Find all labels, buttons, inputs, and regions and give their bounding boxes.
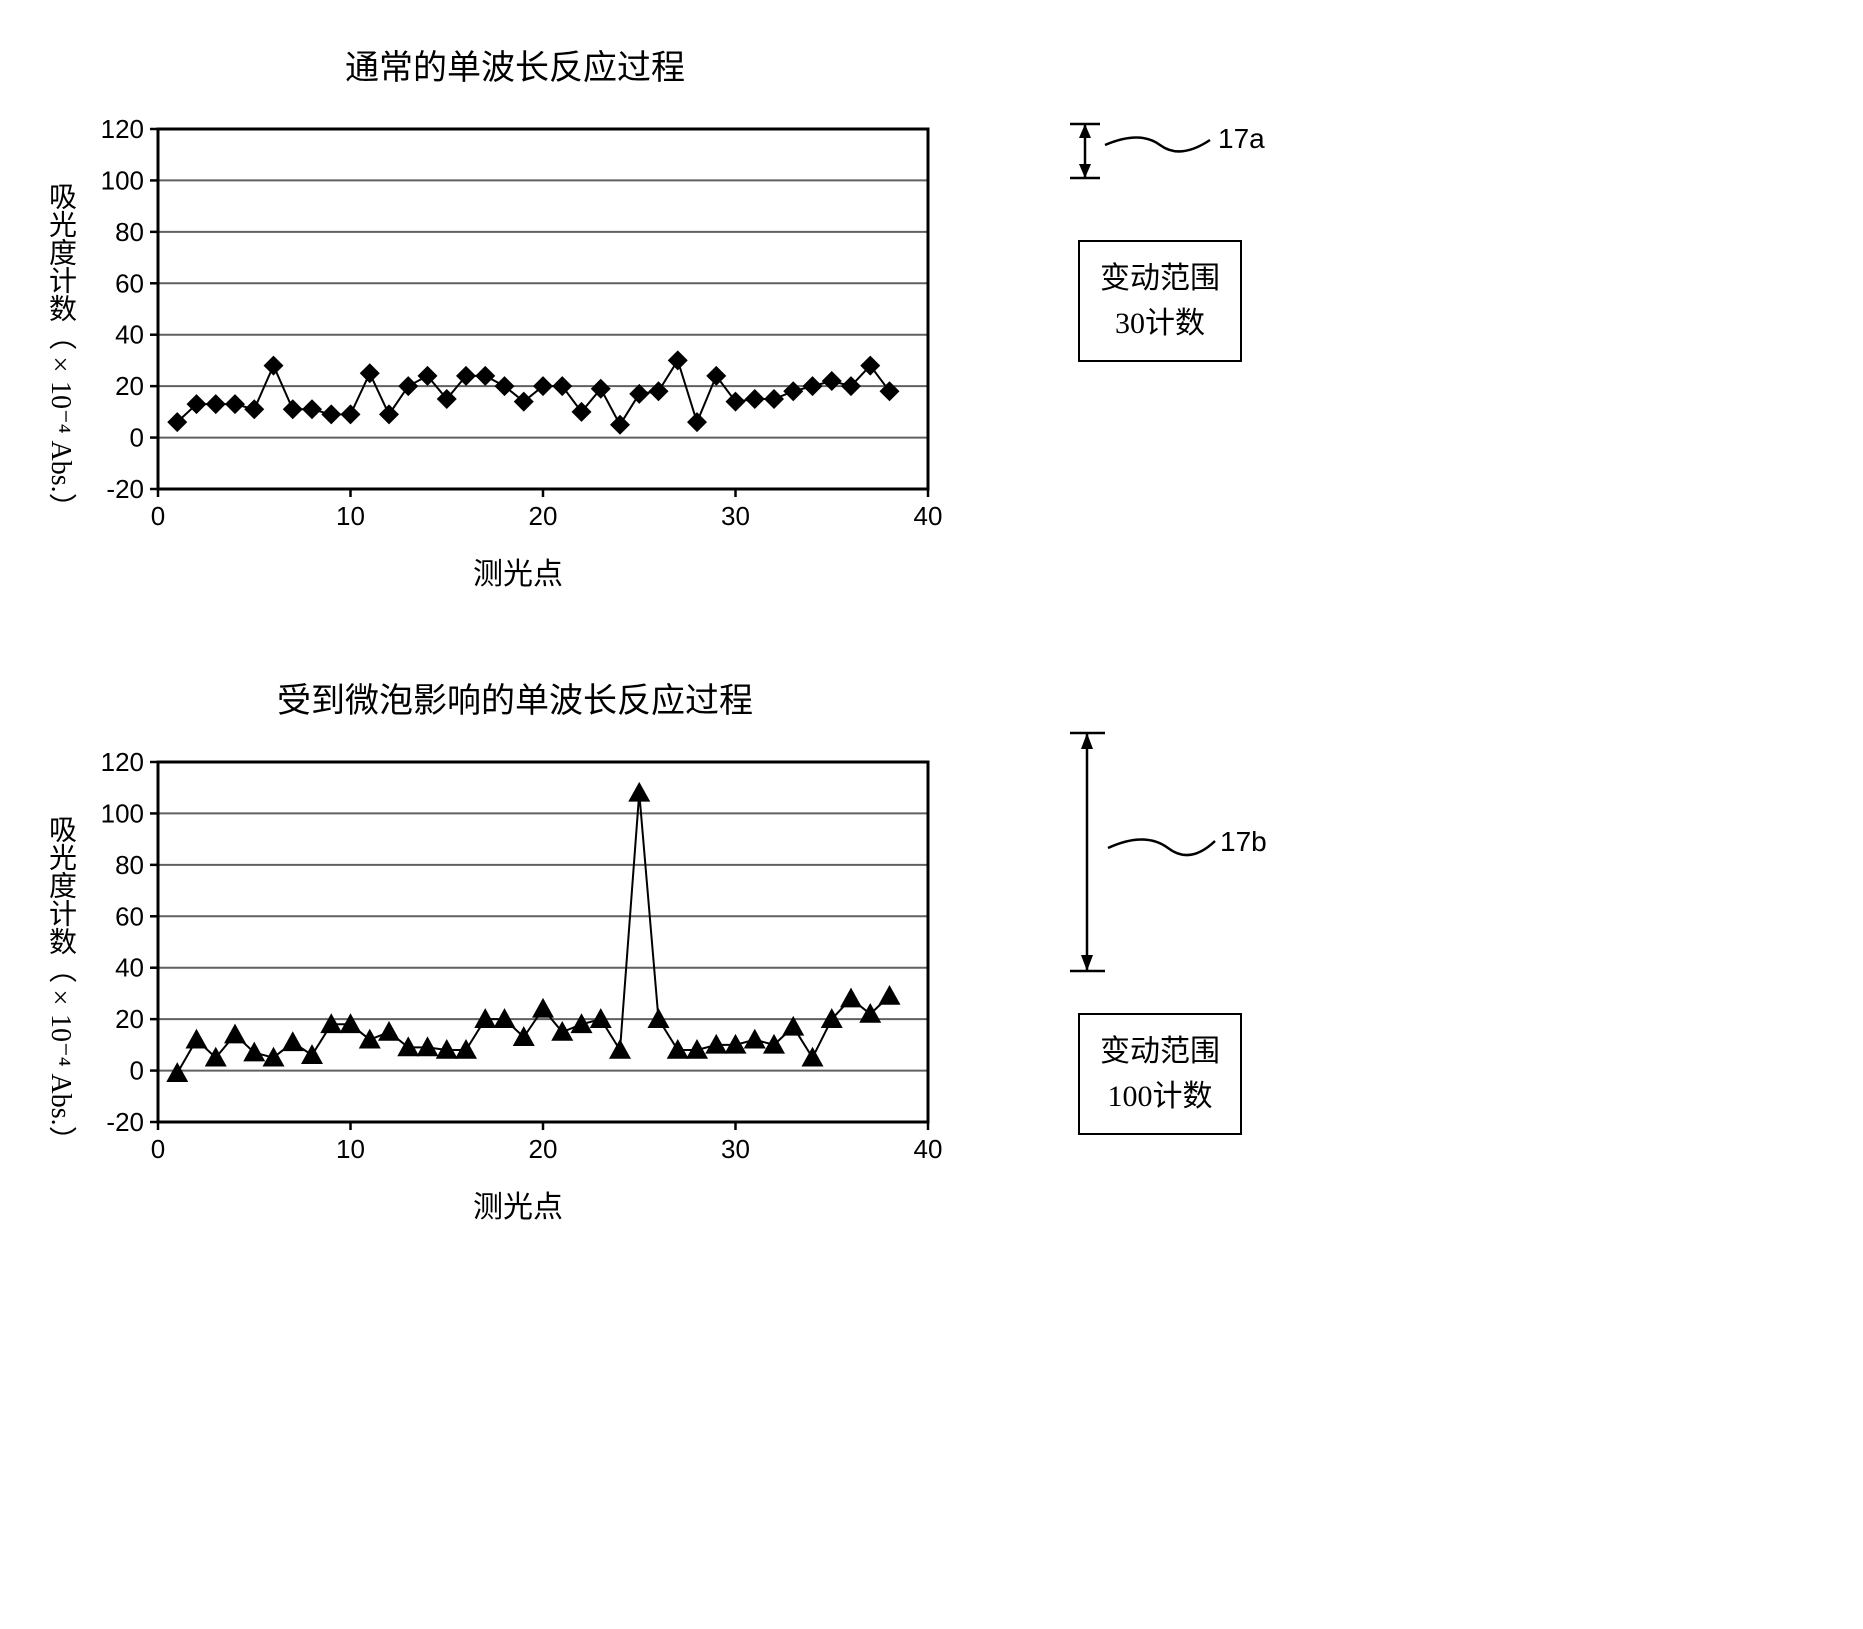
svg-text:20: 20	[529, 501, 558, 531]
chart-2-arrow-svg: 17b	[1050, 713, 1270, 993]
chart-2-svg: -20020406080100120010203040	[88, 742, 948, 1172]
svg-text:30: 30	[721, 1134, 750, 1164]
chart-1-range-arrow: 17a	[1050, 100, 1270, 220]
chart-1-svg: -20020406080100120010203040	[88, 109, 948, 539]
svg-text:0: 0	[151, 501, 165, 531]
svg-text:120: 120	[101, 114, 144, 144]
svg-text:10: 10	[336, 1134, 365, 1164]
svg-text:100: 100	[101, 798, 144, 828]
chart-2-container: 受到微泡影响的单波长反应过程 吸光度计数（×10⁻⁴ Abs.） -200204…	[40, 673, 1823, 1226]
svg-text:0: 0	[130, 423, 144, 453]
svg-text:0: 0	[130, 1056, 144, 1086]
chart-2-area: 吸光度计数（×10⁻⁴ Abs.） -200204060801001200102…	[40, 742, 990, 1226]
svg-text:100: 100	[101, 165, 144, 195]
svg-text:40: 40	[115, 320, 144, 350]
svg-text:80: 80	[115, 850, 144, 880]
chart-2-xlabel: 测光点	[88, 1182, 948, 1226]
svg-text:40: 40	[115, 953, 144, 983]
chart-1-anno-label: 17a	[1218, 123, 1265, 154]
svg-text:20: 20	[115, 1004, 144, 1034]
chart-2-range-line2: 100计数	[1108, 1080, 1213, 1113]
chart-1-range-line2: 30计数	[1115, 307, 1205, 340]
chart-1-arrow-svg: 17a	[1050, 100, 1270, 220]
svg-text:60: 60	[115, 268, 144, 298]
chart-2-ylabel: 吸光度计数（×10⁻⁴ Abs.）	[40, 742, 88, 1226]
chart-1-xlabel: 测光点	[88, 549, 948, 593]
svg-text:10: 10	[336, 501, 365, 531]
chart-1-ylabel: 吸光度计数（×10⁻⁴ Abs.）	[40, 109, 88, 593]
chart-1-range-line1: 变动范围	[1100, 262, 1220, 295]
chart-1-range-box: 变动范围 30计数	[1078, 240, 1242, 362]
svg-text:20: 20	[115, 371, 144, 401]
svg-text:80: 80	[115, 217, 144, 247]
chart-1-container: 通常的单波长反应过程 吸光度计数（×10⁻⁴ Abs.） -2002040608…	[40, 40, 1823, 593]
chart-1-title: 通常的单波长反应过程	[40, 40, 990, 89]
chart-1-side: 17a 变动范围 30计数	[1050, 40, 1270, 362]
svg-text:0: 0	[151, 1134, 165, 1164]
chart-1-area: 吸光度计数（×10⁻⁴ Abs.） -200204060801001200102…	[40, 109, 990, 593]
svg-text:-20: -20	[106, 1107, 144, 1137]
svg-text:-20: -20	[106, 474, 144, 504]
chart-2-title: 受到微泡影响的单波长反应过程	[40, 673, 990, 722]
svg-text:30: 30	[721, 501, 750, 531]
chart-2-main: 受到微泡影响的单波长反应过程 吸光度计数（×10⁻⁴ Abs.） -200204…	[40, 673, 990, 1226]
chart-2-side: 17b 变动范围 100计数	[1050, 673, 1270, 1135]
svg-text:40: 40	[914, 501, 943, 531]
svg-text:40: 40	[914, 1134, 943, 1164]
svg-text:120: 120	[101, 747, 144, 777]
chart-2-range-box: 变动范围 100计数	[1078, 1013, 1242, 1135]
chart-1-main: 通常的单波长反应过程 吸光度计数（×10⁻⁴ Abs.） -2002040608…	[40, 40, 990, 593]
chart-1-plot-wrapper: -20020406080100120010203040 测光点	[88, 109, 948, 593]
chart-2-anno-label: 17b	[1220, 826, 1267, 857]
svg-text:20: 20	[529, 1134, 558, 1164]
chart-2-plot-wrapper: -20020406080100120010203040 测光点	[88, 742, 948, 1226]
chart-2-range-arrow: 17b	[1050, 713, 1270, 993]
chart-2-range-line1: 变动范围	[1100, 1035, 1220, 1068]
svg-text:60: 60	[115, 901, 144, 931]
